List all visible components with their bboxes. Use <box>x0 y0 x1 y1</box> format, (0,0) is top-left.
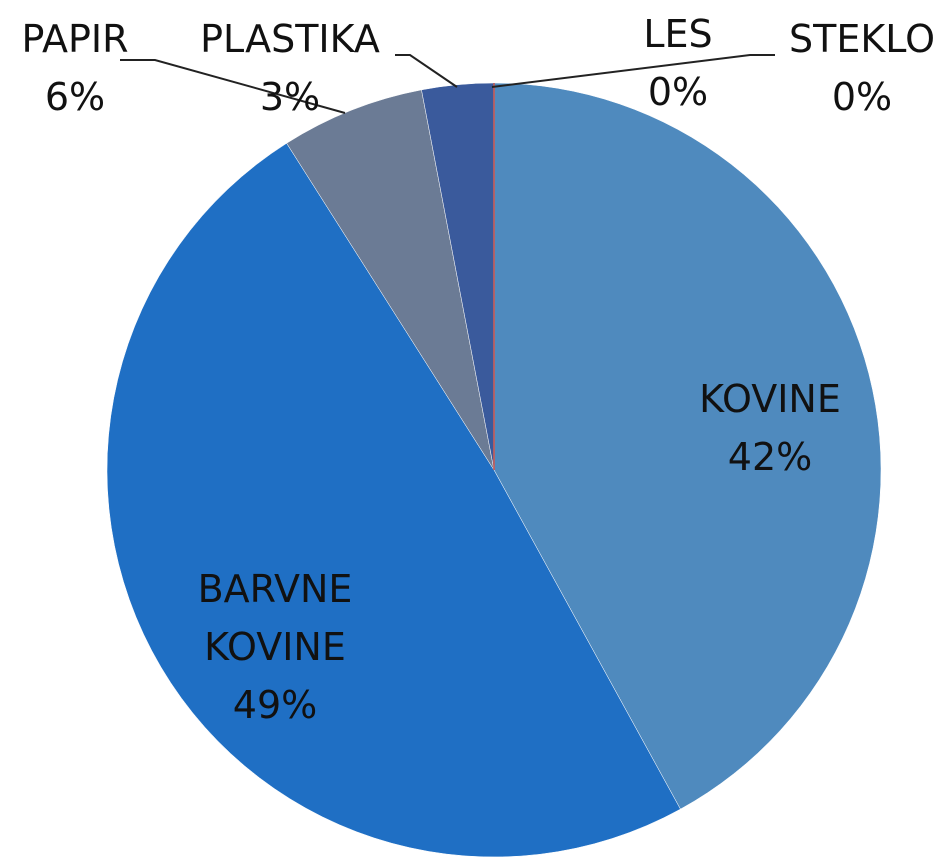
slice-label: PLASTIKA 3% <box>160 10 420 126</box>
slice <box>493 82 882 810</box>
category-label: PLASTIKA <box>200 17 380 61</box>
slice <box>286 89 495 471</box>
value-label: 49% <box>232 683 318 727</box>
value-label: 0% <box>831 75 893 119</box>
slice-label: KOVINE 42% <box>620 370 920 486</box>
leader-line <box>395 54 458 88</box>
value-label: 6% <box>44 75 106 119</box>
category-label: PAPIR <box>21 17 129 61</box>
leader-line <box>120 59 346 114</box>
leader-lines <box>120 54 775 114</box>
category-label: STEKLO <box>789 17 935 61</box>
value-label: 3% <box>259 75 321 119</box>
leader-line <box>491 54 775 88</box>
value-label: 42% <box>727 435 813 479</box>
value-label: 0% <box>647 70 709 114</box>
category-label: LES <box>643 12 713 56</box>
slice-label: LES 0% <box>618 5 738 121</box>
slice-label: STEKLO 0% <box>762 10 949 126</box>
category-label: KOVINE <box>699 377 841 421</box>
category-label: BARVNE KOVINE <box>197 567 353 669</box>
slice-label: PAPIR 6% <box>0 10 175 126</box>
slice-label: BARVNE KOVINE 49% <box>185 560 365 734</box>
